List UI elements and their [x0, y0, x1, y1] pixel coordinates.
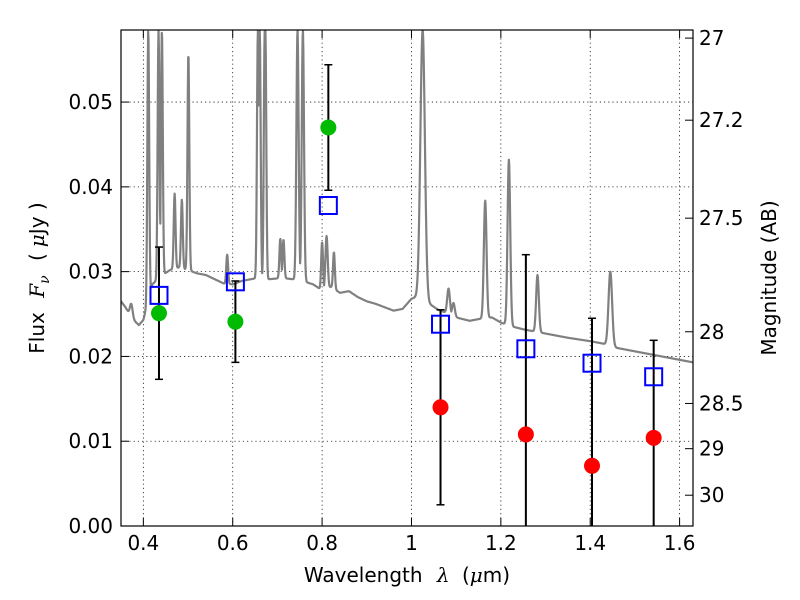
y2-tick-label: 27.5 — [699, 206, 744, 230]
y2-tick-label: 28.5 — [699, 391, 744, 415]
data-point — [150, 305, 167, 322]
spectrum-line — [121, 30, 693, 364]
data-point — [645, 429, 662, 446]
x-axis-label-unit-rest: m) — [483, 563, 510, 587]
spectrum-layer — [121, 30, 693, 364]
y-axis-label-unit-rest: Jy ) — [25, 202, 49, 236]
plot-frame — [120, 29, 694, 527]
y-tick-label: 0.01 — [68, 429, 113, 453]
y2-tick-label: 27 — [699, 26, 724, 50]
model-point — [225, 272, 245, 292]
model-point — [431, 314, 451, 334]
y2-tick-label: 28 — [699, 320, 724, 344]
x-tick-label: 1.2 — [485, 531, 517, 555]
model-point — [149, 285, 169, 305]
plot-background — [121, 30, 693, 526]
y2-tick-label: 27.2 — [699, 108, 744, 132]
x-tick-label: 0.6 — [217, 531, 249, 555]
y-axis-label-unit-mu: μ — [25, 234, 49, 247]
x-tick-label: 1.6 — [664, 531, 696, 555]
x-tick-label: 0.4 — [127, 531, 159, 555]
data-point — [227, 313, 244, 330]
model-point — [516, 339, 536, 359]
data-point — [517, 426, 534, 443]
y-axis-label-unit-open: ( — [25, 253, 49, 261]
x-tick-label: 0.8 — [306, 531, 338, 555]
points-layer — [149, 119, 664, 474]
y-tick-label: 0.00 — [68, 514, 113, 538]
y-axis-label-prefix: Flux — [25, 312, 49, 354]
x-axis-label-symbol: λ — [436, 563, 450, 587]
x-tick-label: 1 — [405, 531, 418, 555]
x-axis-label-unit-mu: μ — [470, 563, 483, 587]
y-tick-label: 0.02 — [68, 344, 113, 368]
x-axis-label-unit-open: ( — [462, 563, 470, 587]
y-tick-label: 0.03 — [68, 260, 113, 284]
model-point — [582, 353, 602, 373]
x-axis-label-prefix: Wavelength — [304, 563, 423, 587]
y-tick-label: 0.04 — [68, 175, 113, 199]
ticks-layer: 0.4 0.6 0.8 1 1.2 1.4 1.6 0.00 0.01 0.02 0.03 0.04 0… — [68, 26, 743, 555]
data-point — [432, 399, 449, 416]
data-point — [584, 457, 601, 474]
y-axis-label: Flux Fν ( μJy ) — [25, 202, 54, 353]
y-axis-label-subscript: ν — [37, 275, 53, 284]
x-tick-label: 1.4 — [574, 531, 606, 555]
y2-tick-label: 30 — [699, 483, 724, 507]
model-point — [644, 367, 664, 387]
y-tick-label: 0.05 — [68, 90, 113, 114]
y-axis-label-symbol: F — [25, 283, 49, 299]
y2-axis-label: Magnitude (AB) — [757, 200, 781, 355]
y2-tick-label: 29 — [699, 437, 724, 461]
data-point — [320, 119, 337, 136]
x-axis-label: Wavelength λ (μm) — [304, 563, 510, 587]
model-point — [318, 196, 338, 216]
